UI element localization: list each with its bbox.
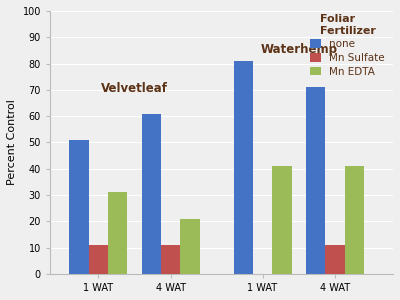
Bar xyxy=(234,61,253,274)
Bar xyxy=(325,245,345,274)
Text: Waterhemp: Waterhemp xyxy=(260,43,337,56)
Bar xyxy=(142,113,161,274)
Bar xyxy=(161,245,180,274)
Bar xyxy=(108,193,127,274)
Bar xyxy=(69,140,88,274)
Bar xyxy=(88,245,108,274)
Y-axis label: Percent Control: Percent Control xyxy=(7,100,17,185)
Bar xyxy=(306,87,325,274)
Bar xyxy=(345,166,364,274)
Text: Velvetleaf: Velvetleaf xyxy=(101,82,168,95)
Bar xyxy=(180,219,200,274)
Bar xyxy=(272,166,292,274)
Legend: none, Mn Sulfate, Mn EDTA: none, Mn Sulfate, Mn EDTA xyxy=(307,11,388,80)
